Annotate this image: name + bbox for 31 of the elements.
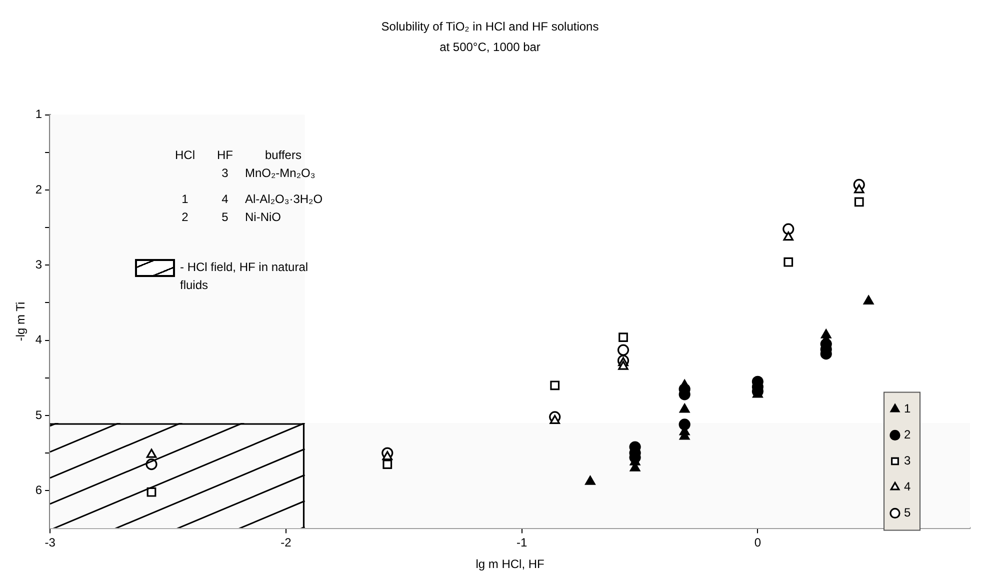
annotation: 3: [220, 166, 230, 180]
annotation: HCl: [174, 148, 196, 162]
annotation: buffers: [264, 148, 302, 162]
annotation: 5: [220, 210, 230, 224]
legend-label: 2: [904, 428, 911, 442]
x-tick-label: -3: [44, 536, 56, 550]
annotation: Al-Al₂O₃·3H₂O: [245, 192, 324, 206]
legend-label: 3: [904, 454, 911, 468]
chart-subtitle: at 500°C, 1000 bar: [440, 40, 540, 54]
x-tick-label: -1: [516, 536, 528, 550]
annotation: 1: [180, 192, 190, 206]
annotation: MnO₂-Mn₂O₃: [245, 166, 316, 180]
legend-label: 5: [904, 506, 911, 520]
chart-title: Solubility of TiO₂ in HCl and HF solutions: [381, 20, 599, 34]
legend-label: 4: [904, 480, 911, 494]
x-tick-label: 0: [754, 536, 762, 550]
y-tick-label: 5: [35, 408, 42, 422]
annotation: 4: [220, 192, 230, 206]
y-tick-label: 1: [35, 107, 42, 122]
y-tick-label: 6: [35, 482, 42, 497]
x-axis-title: lg m HCl, HF: [476, 557, 544, 572]
annotation: 2: [180, 210, 190, 224]
annotation: Ni-NiO: [245, 210, 282, 224]
band-label: - HCl field, HF in natural fluids: [180, 259, 310, 294]
y-tick-label: 2: [35, 182, 42, 196]
y-tick-label: 4: [35, 332, 42, 347]
legend-label: 1: [904, 402, 911, 416]
y-tick-label: 3: [35, 257, 42, 272]
annotation: HF: [216, 148, 234, 162]
x-tick-label: -2: [280, 536, 292, 550]
y-axis-title: -lg m Ti: [14, 302, 28, 342]
